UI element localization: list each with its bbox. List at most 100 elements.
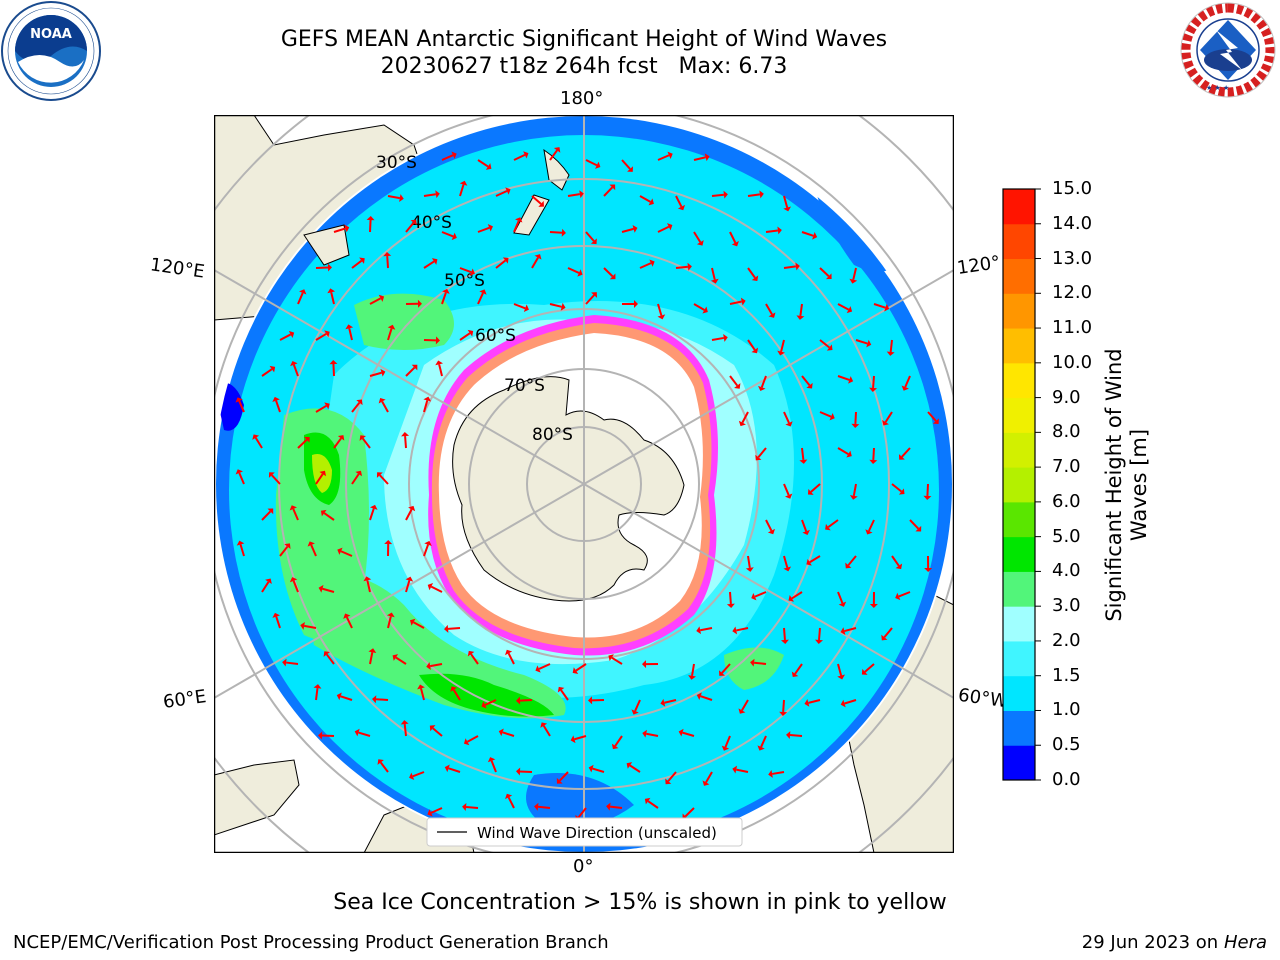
wave-arrow-head [355,470,363,477]
wave-arrow-head [732,626,738,635]
wave-arrow-head [721,745,730,751]
lon-label-120e: 120°E [148,254,206,283]
wave-arrow-head [318,731,323,740]
wave-arrow [810,483,821,493]
wave-arrow [809,555,821,564]
wave-arrow-head [837,674,845,680]
wave-arrow [585,294,595,305]
wave-arrow-head [806,558,812,566]
wave-arrow-head [898,454,905,460]
wave-arrow [423,544,429,557]
wave-arrow [909,519,920,530]
wave-arrow [691,663,695,677]
wave-arrow-head [932,418,939,424]
wave-arrow [747,339,756,351]
wave-arrow-head [726,603,735,608]
wave-arrow-head [400,720,409,725]
wave-arrow-head [626,762,633,769]
credit-line: NCEP/EMC/Verification Post Processing Pr… [13,932,609,953]
colorbar-segment [1003,675,1035,711]
wave-arrow-head [426,662,431,671]
wave-arrow [466,735,479,743]
wave-arrow-head [534,254,542,260]
colorbar-segment [1003,397,1035,433]
wave-arrow-head [378,398,386,404]
wave-arrow [801,519,808,532]
wave-arrow [891,483,903,493]
wave-arrow [351,473,360,485]
wave-arrow-head [923,495,932,500]
wave-arrow [322,587,335,593]
antarctic-wave-map: 30°S 40°S 50°S 60°S 70°S 80°S Wind Wave … [214,115,954,853]
wave-arrow [577,807,587,819]
wave-arrow-head [451,151,457,159]
wave-arrow [447,627,461,630]
colorbar-tick-label: 5.0 [1052,525,1081,547]
wave-arrow-head [252,434,260,440]
wave-arrow-head [272,612,281,618]
wave-arrow-head [783,566,792,572]
wave-arrow-head [467,650,475,657]
wave-arrow-head [288,330,295,338]
wave-arrow [275,400,281,413]
colorbar-segment [1003,223,1035,260]
colorbar-segment [1003,258,1035,294]
wave-arrow [872,447,875,461]
wave-arrow [889,339,893,353]
wave-arrow [477,226,490,233]
wave-arrow-head [307,541,315,547]
wave-arrow-head [356,399,363,406]
legend-label: Wind Wave Direction (unscaled) [477,824,717,842]
wave-arrow-head [300,621,305,630]
wave-arrow-head [417,299,422,308]
wave-arrow-head [359,257,365,264]
wave-arrow-head [667,151,673,159]
wave-arrow-head [450,686,458,692]
colorbar-tick-label: 1.0 [1052,699,1081,721]
wave-arrow-head [515,217,523,223]
wave-arrow-head [423,396,432,402]
wave-arrow [700,695,713,701]
wave-arrow-head [642,660,647,669]
colorbar-tick-label: 12.0 [1052,282,1093,304]
wave-arrow-head [861,668,868,675]
wave-arrow-head [505,649,513,656]
wave-arrow [819,267,830,277]
wave-arrow [470,653,479,665]
wave-arrow-head [444,764,450,773]
wave-arrow [292,508,299,521]
wave-arrow-head [588,696,593,705]
wave-arrow [369,371,382,377]
wave-arrow-head [459,180,468,186]
wave-arrow [304,624,317,629]
colorbar-tick-label: 9.0 [1052,386,1081,408]
wave-arrow [549,303,562,308]
wave-arrow-head [427,809,433,817]
colorbar-segment [1003,745,1035,781]
wave-arrow [801,447,805,461]
wave-arrow-head [687,262,692,271]
colorbar-tick-label: 8.0 [1052,421,1081,443]
wave-arrow [358,731,371,737]
wave-arrow [495,259,506,269]
wave-arrow [538,663,551,670]
wave-arrow-head [780,639,789,644]
wave-arrow-head [901,385,909,391]
wave-arrow [872,375,875,389]
wave-arrow [333,437,342,449]
wave-arrow-head [431,258,438,265]
wave-arrow [452,689,461,701]
wave-arrow [275,616,281,629]
wave-arrow [647,800,659,809]
wave-arrow-head [469,268,475,276]
wave-arrow [657,154,670,161]
wave-arrow [441,292,447,305]
wave-arrow [765,519,773,532]
wave-arrow [757,447,767,458]
wave-arrow [261,510,272,521]
wave-arrow-head [677,204,686,211]
wave-arrow [351,401,361,413]
wave-arrow-head [560,302,566,311]
wave-arrow [639,195,651,203]
wave-arrow-head [377,759,384,765]
